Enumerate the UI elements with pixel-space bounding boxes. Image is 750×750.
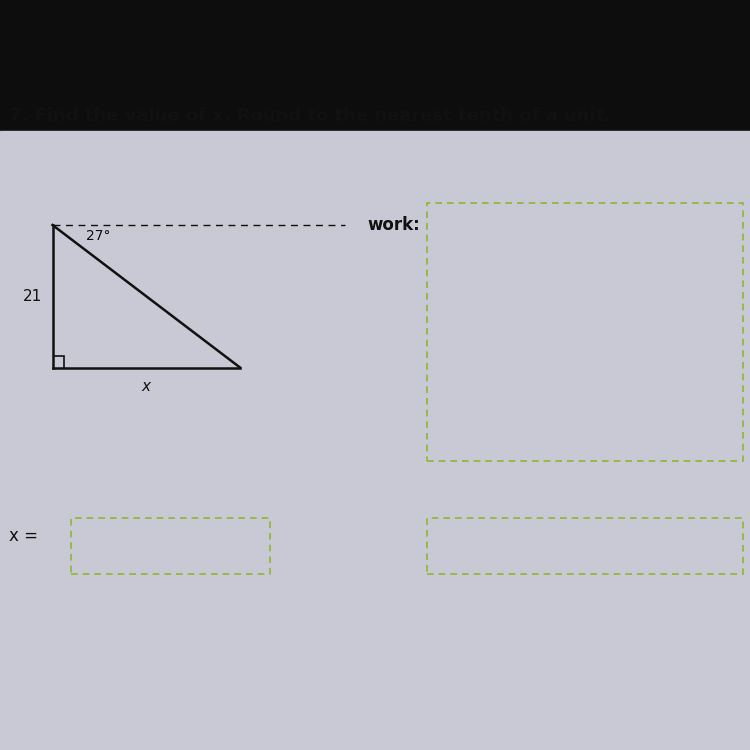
- Text: x =: x =: [9, 527, 38, 545]
- Bar: [71, 518, 270, 574]
- Text: 27°: 27°: [86, 230, 111, 243]
- Text: work:: work:: [368, 216, 420, 234]
- Bar: [0, 0, 750, 131]
- Bar: [427, 518, 742, 574]
- Text: 7. Find the value of x. Round to the nearest tenth of a unit.: 7. Find the value of x. Round to the nea…: [9, 107, 611, 125]
- Text: 21: 21: [22, 289, 42, 304]
- Bar: [427, 202, 742, 461]
- Text: x: x: [142, 379, 151, 394]
- Bar: [0, 131, 750, 750]
